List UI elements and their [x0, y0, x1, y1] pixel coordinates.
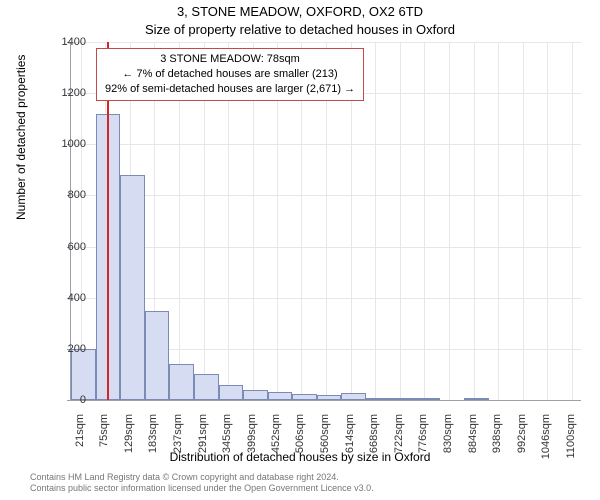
histogram-bar — [243, 390, 268, 400]
y-tick-label: 1400 — [46, 36, 86, 48]
histogram-bar — [464, 398, 489, 400]
histogram-bar — [120, 175, 145, 400]
annotation-line-2: ← 7% of detached houses are smaller (213… — [105, 67, 355, 82]
gridline-v — [424, 42, 425, 400]
gridline-v — [449, 42, 450, 400]
y-tick-label: 1200 — [46, 87, 86, 99]
histogram-bar — [194, 374, 219, 400]
gridline-v — [498, 42, 499, 400]
x-axis-label: Distribution of detached houses by size … — [0, 450, 600, 464]
y-tick-label: 400 — [46, 292, 86, 304]
y-tick-label: 0 — [46, 394, 86, 406]
attribution-footer: Contains HM Land Registry data © Crown c… — [30, 472, 374, 495]
histogram-bar — [219, 385, 244, 400]
chart-subtitle: Size of property relative to detached ho… — [0, 22, 600, 37]
gridline-v — [400, 42, 401, 400]
histogram-bar — [292, 394, 317, 400]
annotation-box: 3 STONE MEADOW: 78sqm ← 7% of detached h… — [96, 48, 364, 101]
gridline-v — [474, 42, 475, 400]
histogram-bar — [366, 398, 391, 400]
footer-line-2: Contains public sector information licen… — [30, 483, 374, 494]
y-axis-label: Number of detached properties — [14, 55, 28, 220]
histogram-bar — [169, 364, 194, 400]
histogram-bar — [268, 392, 293, 400]
y-tick-label: 800 — [46, 189, 86, 201]
histogram-bar — [341, 393, 366, 400]
gridline-v — [572, 42, 573, 400]
annotation-line-1: 3 STONE MEADOW: 78sqm — [105, 52, 355, 67]
gridline-v — [375, 42, 376, 400]
annotation-line-3: 92% of semi-detached houses are larger (… — [105, 82, 355, 97]
histogram-bar — [317, 395, 342, 400]
gridline-v — [523, 42, 524, 400]
histogram-bar — [71, 349, 96, 400]
gridline-v — [547, 42, 548, 400]
y-tick-label: 200 — [46, 343, 86, 355]
histogram-bar — [415, 398, 440, 400]
footer-line-1: Contains HM Land Registry data © Crown c… — [30, 472, 374, 483]
chart-title: 3, STONE MEADOW, OXFORD, OX2 6TD — [0, 4, 600, 19]
y-tick-label: 600 — [46, 241, 86, 253]
y-tick-label: 1000 — [46, 138, 86, 150]
histogram-bar — [145, 311, 170, 401]
histogram-bar — [391, 398, 416, 400]
chart-container: { "title": "3, STONE MEADOW, OXFORD, OX2… — [0, 0, 600, 500]
